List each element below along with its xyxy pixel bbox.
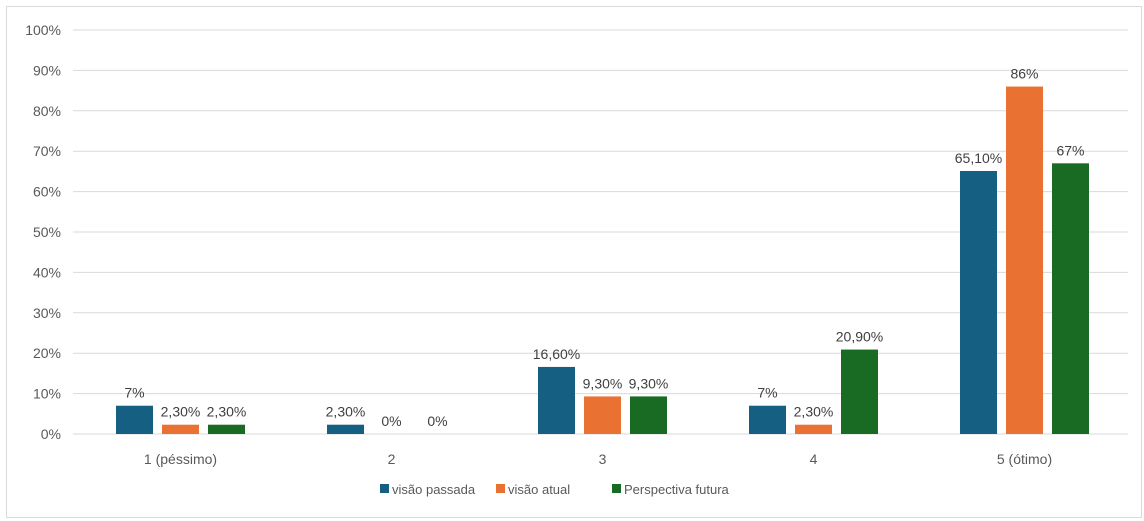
- y-tick-label: 0%: [41, 426, 61, 442]
- bar-perspectiva-futura: [1052, 163, 1089, 434]
- x-category-label: 5 (ótimo): [997, 451, 1052, 467]
- bar-visao-passada: [538, 366, 575, 434]
- legend-swatch: [380, 484, 389, 493]
- bar-visao-atual: [584, 396, 621, 434]
- y-tick-label: 70%: [33, 143, 61, 159]
- bars: [116, 86, 1089, 434]
- x-axis-categories: 1 (péssimo) 2 3 4 5 (ótimo): [144, 451, 1052, 467]
- legend-label: Perspectiva futura: [624, 482, 730, 497]
- bar-perspectiva-futura: [841, 349, 878, 434]
- bar-visao-atual: [1006, 86, 1043, 434]
- y-tick-label: 40%: [33, 264, 61, 280]
- legend-swatch: [612, 484, 621, 493]
- y-tick-label: 100%: [25, 22, 61, 38]
- data-label: 9,30%: [629, 375, 669, 391]
- bar-perspectiva-futura: [630, 396, 667, 434]
- x-category-label: 1 (péssimo): [144, 451, 217, 467]
- data-label: 7%: [757, 385, 777, 401]
- data-label: 9,30%: [583, 375, 623, 391]
- x-category-label: 4: [810, 451, 818, 467]
- data-label: 7%: [124, 385, 144, 401]
- data-label: 2,30%: [161, 404, 201, 420]
- bar-visao-atual: [162, 424, 199, 434]
- data-labels: 7%2,30% 2,30% 2,30%0% 0%16,60%9,30% 9,30%7%2…: [124, 66, 1084, 429]
- data-label: 2,30%: [207, 404, 247, 420]
- legend-swatch: [496, 484, 505, 493]
- bar-perspectiva-futura: [208, 424, 245, 434]
- legend: visão passada visão atual Perspectiva futu…: [380, 482, 730, 497]
- y-tick-label: 90%: [33, 62, 61, 78]
- gridlines: [73, 29, 1128, 435]
- data-label: 65,10%: [955, 150, 1002, 166]
- data-label: 86%: [1010, 66, 1038, 82]
- data-label: 0%: [381, 413, 401, 429]
- y-tick-label: 60%: [33, 184, 61, 200]
- y-tick-label: 50%: [33, 224, 61, 240]
- bar-visao-passada: [749, 405, 786, 434]
- data-label: 67%: [1056, 142, 1084, 158]
- x-category-label: 3: [599, 451, 607, 467]
- data-label: 0%: [427, 413, 447, 429]
- bar-visao-passada: [327, 424, 364, 434]
- y-tick-label: 10%: [33, 386, 61, 402]
- legend-label: visão atual: [508, 482, 570, 497]
- data-label: 20,90%: [836, 329, 883, 345]
- data-label: 16,60%: [533, 346, 580, 362]
- bar-visao-passada: [116, 405, 153, 434]
- bar-visao-passada: [960, 170, 997, 434]
- y-tick-label: 20%: [33, 345, 61, 361]
- y-tick-label: 80%: [33, 103, 61, 119]
- legend-label: visão passada: [392, 482, 476, 497]
- data-label: 2,30%: [794, 404, 834, 420]
- data-label: 2,30%: [326, 404, 366, 420]
- y-tick-label: 30%: [33, 305, 61, 321]
- y-axis-ticks: 0% 10% 20% 30% 40% 50% 60% 70% 80% 90% 100%: [25, 22, 61, 442]
- x-category-label: 2: [388, 451, 396, 467]
- bar-visao-atual: [795, 424, 832, 434]
